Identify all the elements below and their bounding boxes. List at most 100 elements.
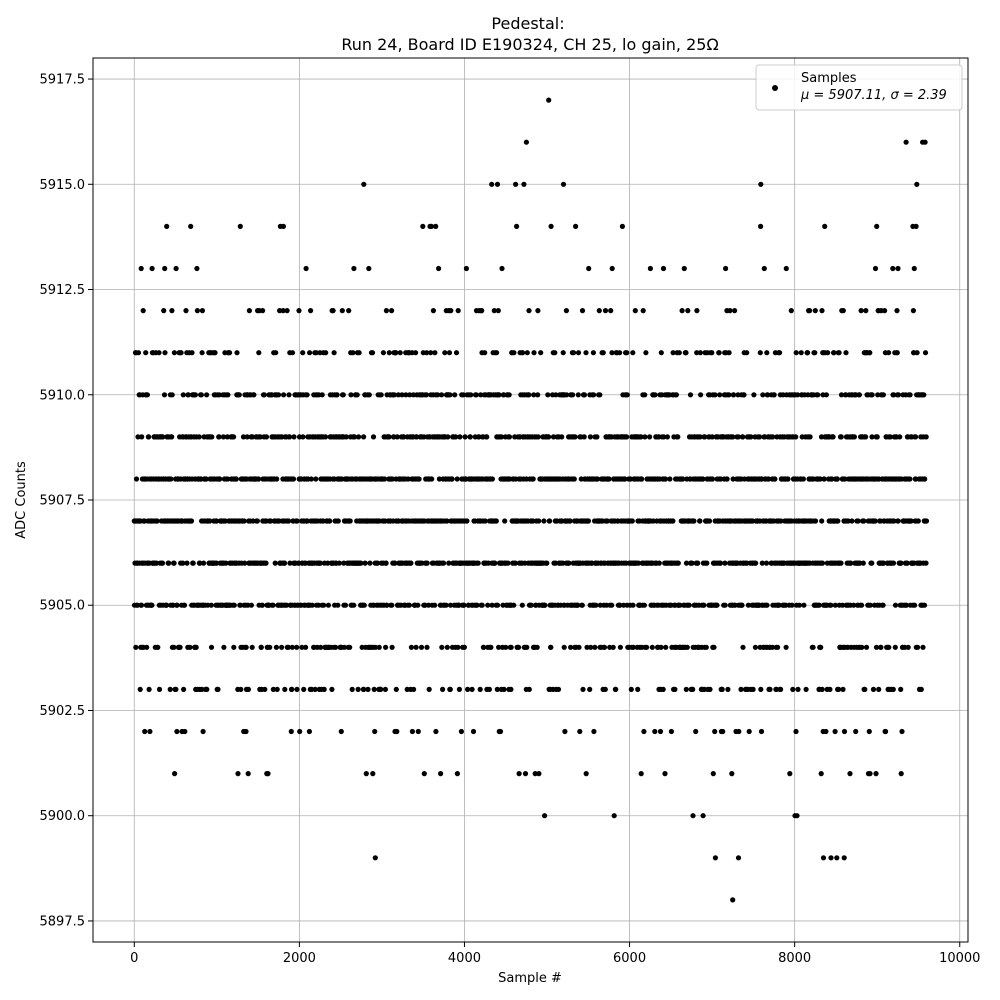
sample-point: [438, 771, 444, 777]
sample-point: [832, 602, 838, 608]
sample-point: [216, 434, 222, 440]
sample-point: [667, 476, 673, 482]
sample-point: [291, 434, 297, 440]
sample-point: [662, 476, 669, 482]
sample-point: [750, 686, 756, 693]
sample-point: [138, 602, 145, 608]
sample-point: [338, 728, 344, 735]
sample-point: [290, 476, 297, 482]
sample-point: [282, 560, 288, 566]
sample-point: [876, 686, 882, 693]
sample-point: [221, 644, 227, 650]
sample-point: [138, 265, 144, 272]
sample-point: [694, 308, 700, 314]
sample-point: [439, 392, 445, 398]
sample-point: [891, 392, 897, 398]
sample-point: [227, 350, 233, 356]
sample-point: [841, 728, 848, 735]
sample-point: [697, 350, 704, 356]
sample-point: [577, 728, 583, 735]
sample-point: [321, 686, 327, 693]
sample-point: [169, 434, 175, 440]
sample-point: [461, 602, 467, 608]
sample-point: [166, 560, 172, 566]
chart-title-line1: Pedestal:: [491, 14, 564, 33]
sample-point: [730, 897, 736, 903]
sample-point: [313, 476, 319, 482]
sample-point: [690, 686, 696, 693]
sample-point: [367, 560, 373, 566]
grid-lines: [93, 58, 968, 942]
sample-point: [285, 644, 291, 650]
sample-point: [454, 476, 460, 482]
sample-point: [727, 308, 733, 314]
sample-point: [555, 686, 562, 693]
sample-point: [174, 602, 180, 608]
sample-point: [693, 728, 699, 735]
sample-point: [834, 855, 840, 861]
sample-point: [617, 644, 624, 650]
sample-point: [778, 686, 784, 693]
sample-point: [550, 434, 557, 440]
sample-point: [415, 728, 421, 735]
sample-point: [522, 771, 529, 777]
sample-point: [703, 644, 709, 650]
sample-point: [635, 686, 641, 693]
sample-point: [188, 518, 195, 524]
sample-point: [208, 602, 214, 608]
sample-point: [825, 350, 831, 356]
axis-ticks: 0 2000 4000 6000 8000 10000 5897.5 5900.0 5902.5…: [40, 73, 981, 966]
sample-point: [848, 560, 854, 566]
sample-point: [524, 644, 530, 650]
sample-point: [622, 476, 628, 482]
sample-point: [521, 181, 527, 187]
sample-point: [183, 308, 189, 314]
sample-point: [325, 560, 331, 566]
sample-point: [662, 771, 668, 777]
sample-point: [169, 392, 175, 398]
sample-point: [596, 308, 602, 314]
sample-point: [304, 518, 310, 524]
sample-point: [544, 560, 550, 566]
sample-point: [805, 350, 811, 356]
sample-point: [273, 350, 279, 356]
sample-point: [484, 434, 490, 440]
sample-point: [740, 434, 746, 440]
sample-point: [548, 644, 554, 650]
sample-point: [835, 518, 841, 524]
sample-point: [245, 771, 251, 777]
sample-point: [564, 392, 570, 398]
sample-point: [220, 434, 226, 440]
sample-point: [789, 602, 795, 608]
sample-point: [887, 434, 893, 440]
sample-point: [313, 350, 319, 356]
sample-point: [921, 392, 927, 398]
sample-point: [576, 644, 582, 650]
sample-point: [923, 518, 930, 524]
sample-point: [849, 518, 855, 524]
sample-point: [446, 350, 453, 356]
sample-point: [712, 392, 718, 398]
sample-point: [591, 392, 597, 398]
sample-point: [672, 686, 678, 693]
sample-point: [335, 602, 341, 608]
sample-point: [282, 686, 288, 693]
sample-point: [475, 560, 481, 566]
sample-point: [712, 728, 718, 735]
sample-point: [251, 392, 257, 398]
sample-point: [818, 644, 824, 650]
sample-point: [866, 728, 872, 735]
sample-point: [714, 602, 720, 608]
y-tick-label: 5905.0: [40, 599, 86, 614]
sample-point: [497, 728, 504, 735]
sample-point: [795, 392, 801, 398]
sample-point: [819, 686, 825, 693]
sample-point: [240, 434, 247, 440]
sample-point: [560, 350, 566, 356]
sample-point: [722, 560, 728, 566]
sample-point: [725, 686, 731, 693]
sample-point: [403, 392, 409, 398]
sample-point: [524, 350, 530, 356]
sample-point: [580, 686, 586, 693]
sample-point: [767, 686, 773, 693]
